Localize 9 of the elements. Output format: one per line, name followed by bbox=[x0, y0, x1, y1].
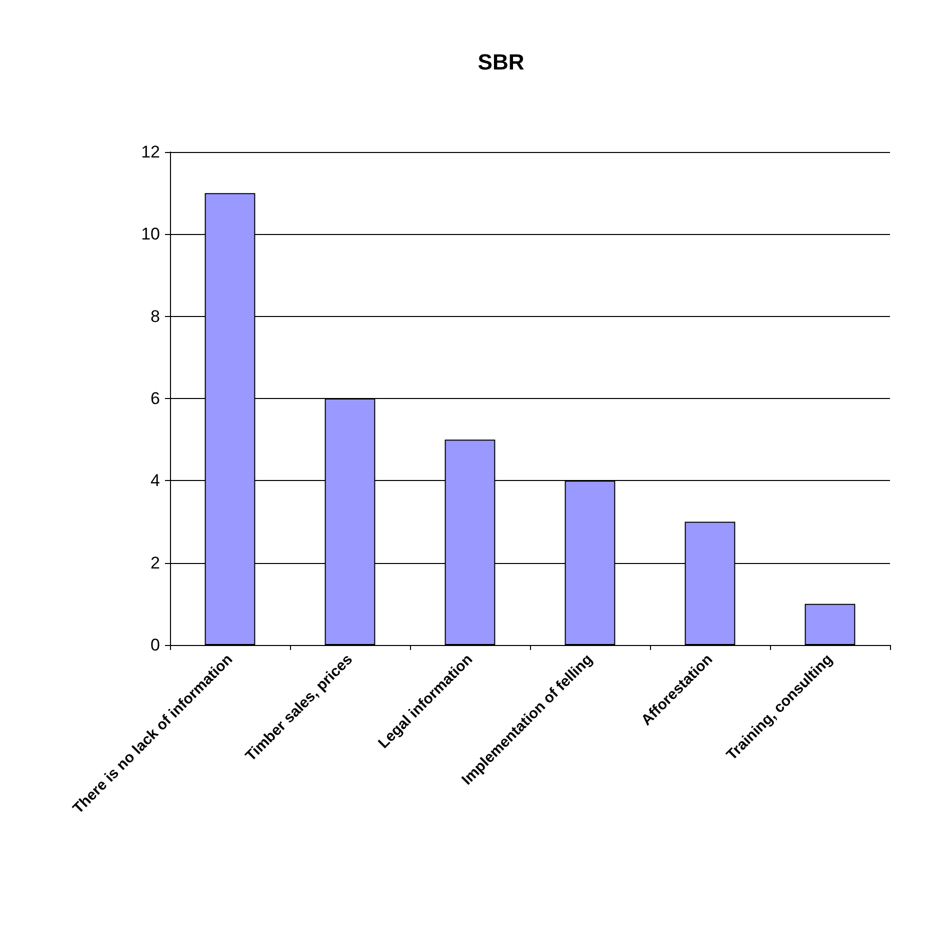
y-tick-label: 12 bbox=[141, 142, 160, 162]
y-tick-label: 2 bbox=[150, 553, 160, 572]
y-tick-label: 10 bbox=[141, 224, 160, 244]
bar bbox=[804, 604, 856, 645]
y-tick-label: 6 bbox=[150, 389, 160, 408]
y-tick-label: 0 bbox=[150, 636, 160, 654]
y-tick-label: 4 bbox=[150, 471, 160, 490]
chart-title: SBR bbox=[478, 50, 524, 74]
y-tick-label: 8 bbox=[150, 306, 160, 326]
